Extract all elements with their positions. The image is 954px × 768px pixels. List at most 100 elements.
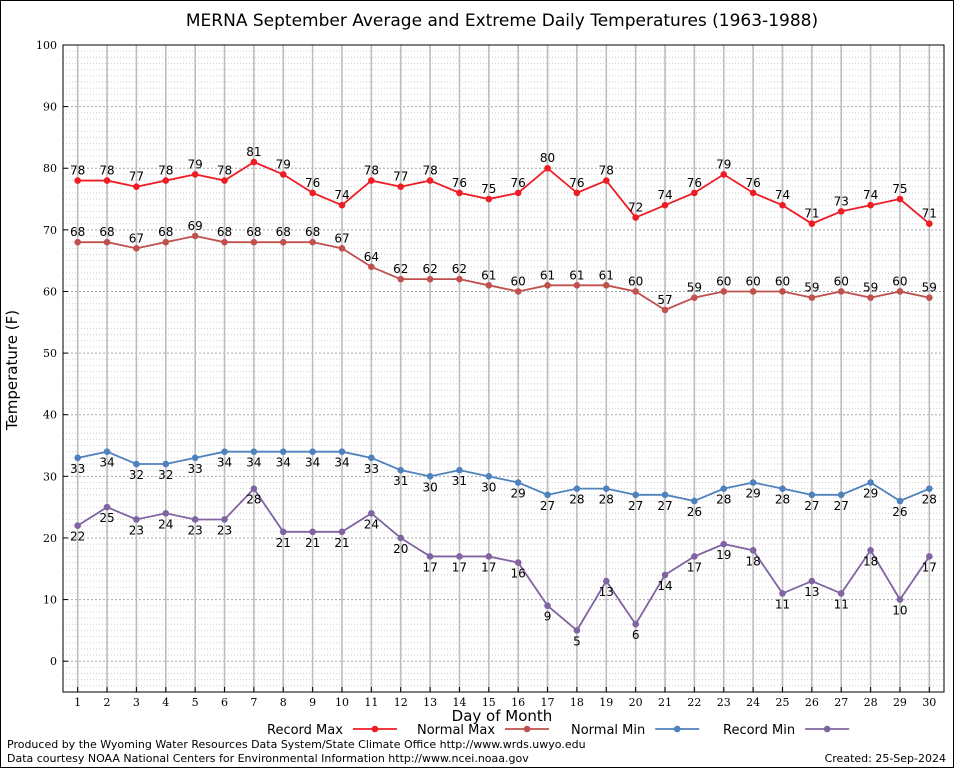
data-label: 14 — [657, 579, 672, 593]
data-point — [749, 288, 757, 295]
x-tick-label: 20 — [629, 696, 643, 709]
data-point — [74, 238, 81, 246]
data-point — [544, 491, 551, 499]
data-point — [279, 448, 287, 455]
data-point — [749, 189, 757, 197]
data-point — [779, 201, 786, 209]
data-point — [544, 164, 551, 172]
y-tick-label: 30 — [43, 470, 57, 483]
data-point — [309, 238, 316, 246]
x-tick-label: 10 — [335, 696, 349, 709]
legend-item: Normal Min — [571, 723, 700, 738]
y-tick-label: 90 — [43, 101, 57, 114]
data-point — [221, 448, 228, 455]
data-label: 19 — [716, 548, 731, 562]
data-point — [779, 590, 786, 597]
data-label: 81 — [246, 145, 261, 159]
data-label: 77 — [129, 170, 144, 184]
data-label: 77 — [393, 170, 408, 184]
x-tick-label: 2 — [104, 696, 111, 709]
data-label: 60 — [716, 274, 731, 288]
data-point — [749, 546, 757, 554]
data-label: 60 — [628, 274, 643, 288]
data-point — [133, 245, 140, 252]
series-record-min — [74, 485, 933, 634]
data-point — [514, 189, 522, 197]
data-label: 76 — [569, 176, 584, 190]
legend-label: Record Max — [267, 723, 343, 738]
data-point — [720, 171, 728, 178]
data-label: 23 — [217, 523, 232, 537]
data-point — [103, 238, 111, 246]
legend-item: Record Max — [267, 723, 397, 738]
data-label: 11 — [834, 597, 849, 611]
data-label: 31 — [452, 474, 467, 488]
data-point — [837, 208, 845, 215]
data-point — [867, 201, 874, 209]
data-point — [250, 485, 258, 492]
data-point — [309, 448, 316, 455]
data-label: 62 — [452, 262, 467, 276]
data-label: 10 — [892, 604, 907, 618]
data-label: 60 — [892, 274, 907, 288]
data-label: 60 — [745, 274, 760, 288]
data-point — [250, 448, 258, 455]
data-point — [191, 171, 199, 178]
legend-item: Record Min — [723, 723, 850, 738]
data-label: 67 — [334, 231, 349, 245]
data-point — [602, 485, 610, 492]
data-label: 11 — [775, 597, 790, 611]
data-point — [720, 485, 728, 492]
data-point — [426, 473, 434, 480]
data-point — [162, 177, 170, 184]
data-label: 30 — [481, 480, 496, 494]
data-label: 31 — [393, 474, 408, 488]
x-tick-label: 14 — [452, 696, 466, 709]
data-label: 62 — [422, 262, 437, 276]
data-point — [338, 528, 346, 536]
x-tick-label: 16 — [511, 696, 525, 709]
data-label: 18 — [745, 554, 760, 568]
data-label: 74 — [863, 188, 878, 202]
data-point — [133, 460, 140, 468]
data-point — [456, 275, 463, 283]
data-label: 13 — [804, 585, 819, 599]
data-point — [867, 479, 874, 486]
x-tick-label: 22 — [687, 696, 701, 709]
data-label: 20 — [393, 542, 408, 556]
grid — [63, 44, 944, 693]
data-point — [602, 177, 610, 184]
data-point — [338, 201, 346, 209]
data-label: 71 — [804, 207, 819, 221]
data-label: 61 — [540, 268, 555, 282]
series-record-max — [74, 158, 933, 227]
data-label: 59 — [863, 281, 878, 295]
data-point — [749, 479, 757, 486]
data-point — [368, 177, 375, 184]
data-label: 29 — [745, 486, 760, 500]
data-label: 23 — [188, 523, 203, 537]
data-label: 78 — [70, 164, 85, 178]
data-point — [720, 540, 728, 548]
data-point — [867, 294, 874, 301]
data-label: 34 — [334, 456, 349, 470]
data-point — [691, 497, 698, 505]
chart-title: MERNA September Average and Extreme Dail… — [186, 11, 818, 31]
data-label: 62 — [393, 262, 408, 276]
data-label: 79 — [716, 157, 731, 171]
data-label: 16 — [511, 567, 526, 581]
data-point — [191, 454, 199, 462]
data-label: 74 — [657, 188, 672, 202]
data-label: 71 — [922, 207, 937, 221]
data-label: 26 — [687, 505, 702, 519]
data-point — [221, 516, 228, 523]
data-label: 59 — [804, 281, 819, 295]
data-label: 17 — [481, 560, 496, 574]
legend-marker — [523, 725, 531, 733]
data-label: 79 — [276, 157, 291, 171]
data-label: 68 — [246, 225, 261, 239]
data-label: 29 — [863, 486, 878, 500]
data-label: 68 — [70, 225, 85, 239]
x-tick-labels: 1 2 3 4 5 6 7 8 9 10 11 12 13 14 15 16 17 18 19 20 21 22 23 24 2… — [74, 687, 936, 709]
data-label: 33 — [70, 462, 85, 476]
